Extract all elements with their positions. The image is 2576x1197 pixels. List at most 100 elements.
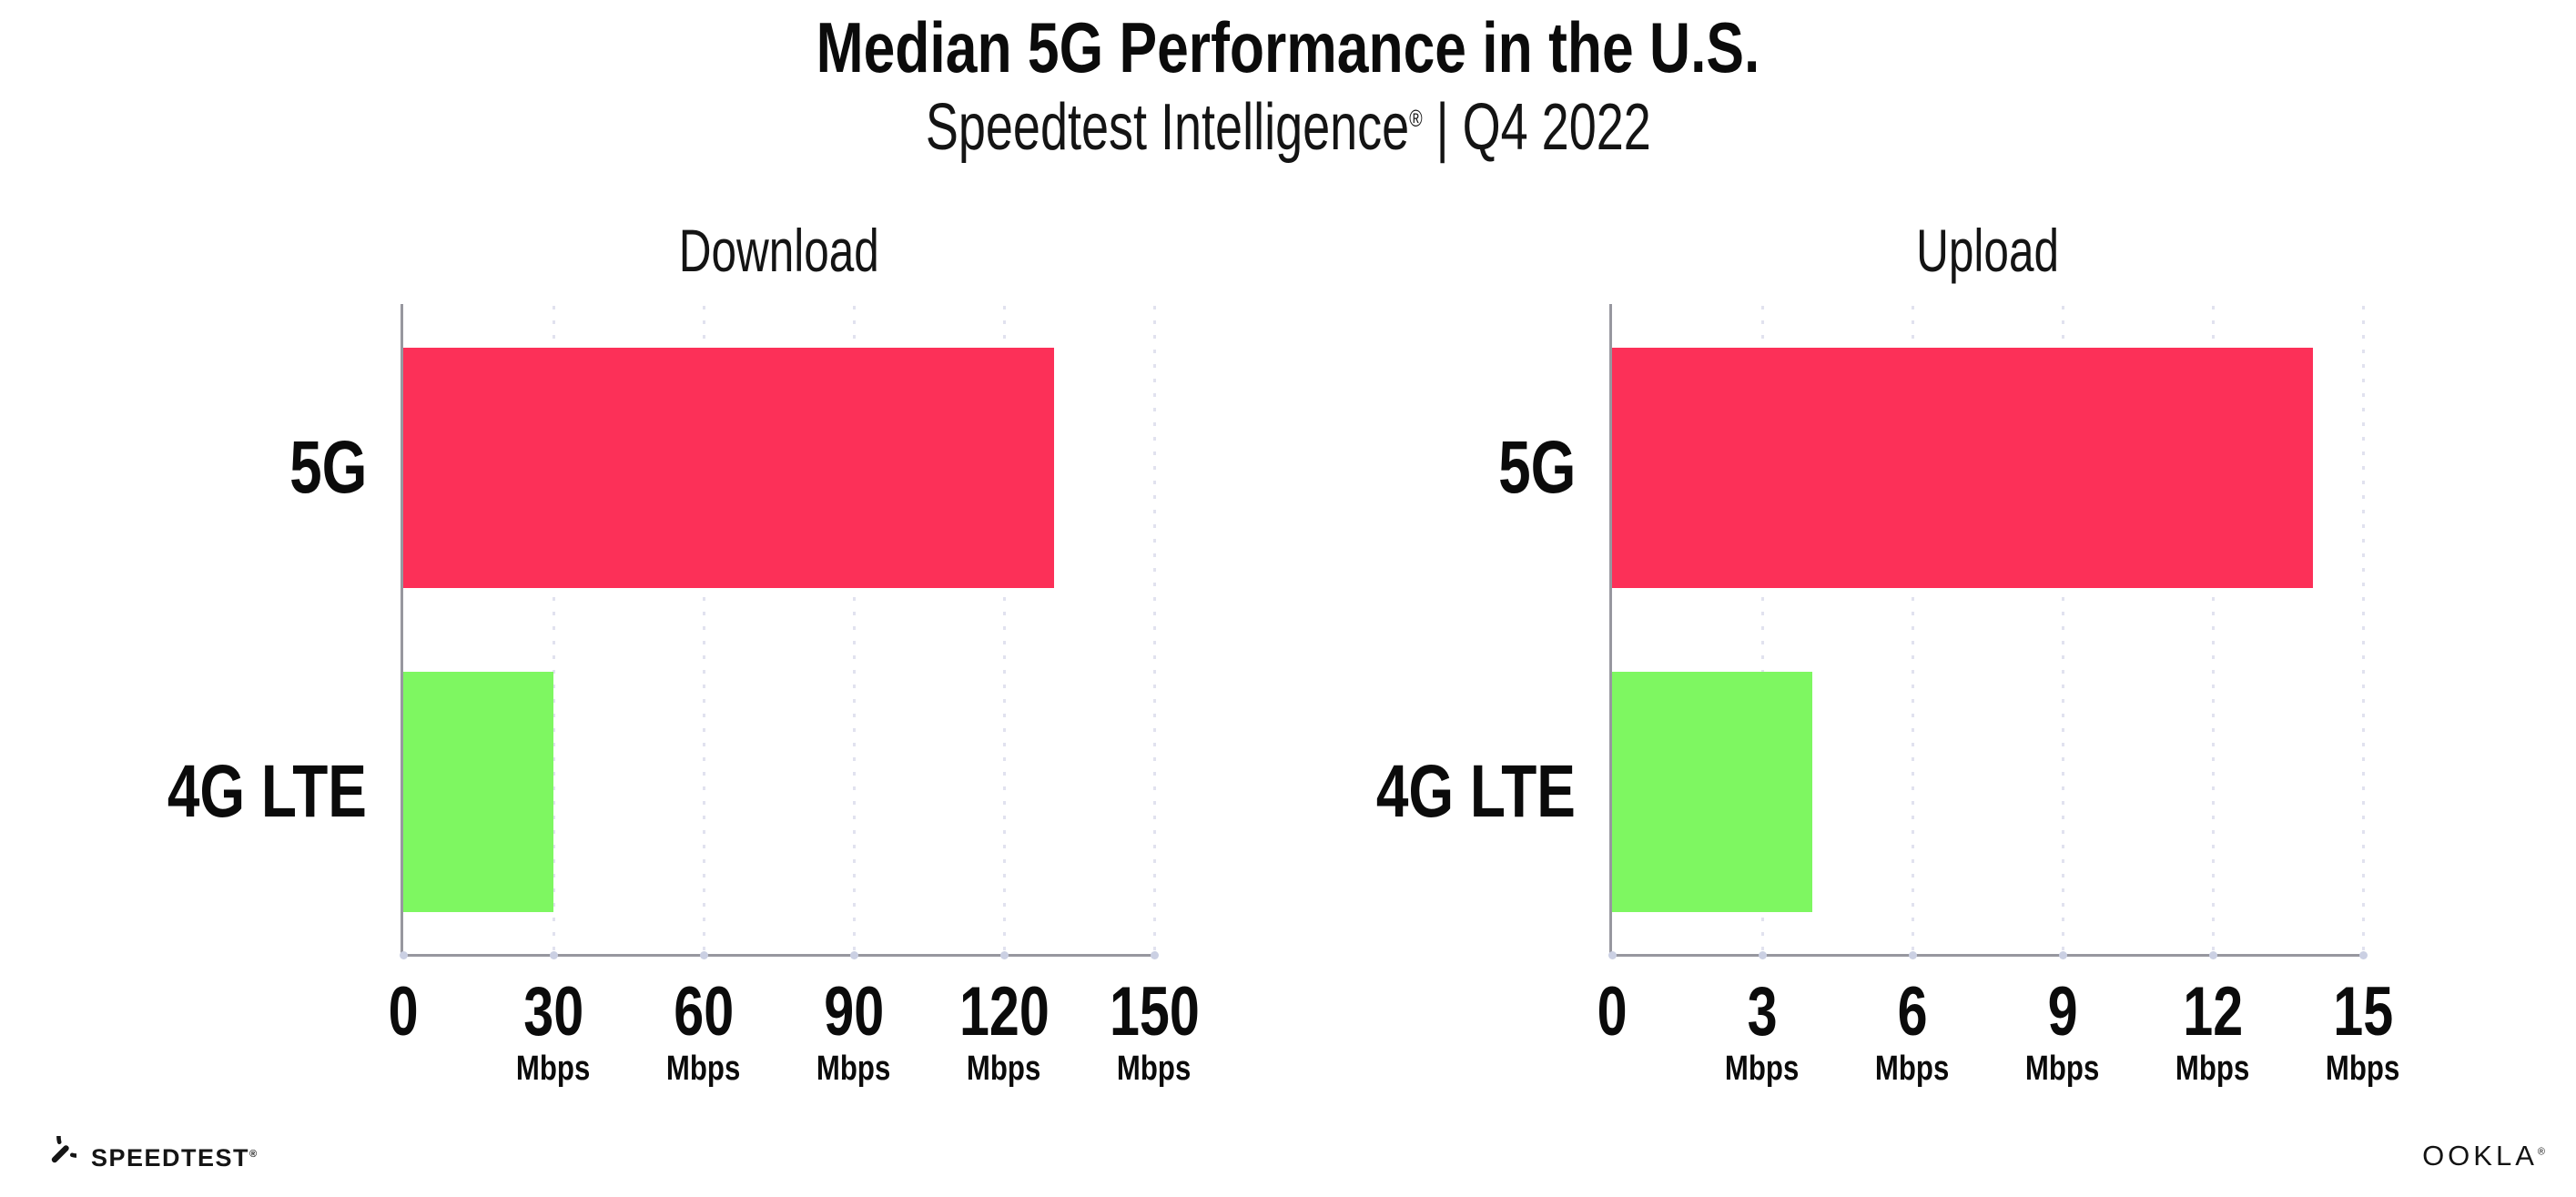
x-tick-label-9-text: 9 <box>2047 973 2078 1050</box>
x-tick-label-0-text: 0 <box>1597 973 1628 1050</box>
gridline-15 <box>2361 306 2365 954</box>
x-tick-label-0: 0 <box>1476 976 1749 1049</box>
x-tick-unit-12-text: Mbps <box>2175 1050 2250 1088</box>
gridline-6 <box>1911 306 1914 954</box>
page-subtitle: Speedtest Intelligence® | Q4 2022 <box>378 89 2198 166</box>
x-tick-label-12-text: 12 <box>2183 973 2243 1050</box>
speedtest-registered-icon: ® <box>249 1148 259 1160</box>
x-tick-unit-9: Mbps <box>1926 1049 2199 1089</box>
speedtest-label: SPEEDTEST <box>91 1143 250 1172</box>
x-tick-label-150: 150 <box>1018 976 1291 1049</box>
x-tick-unit-150-text: Mbps <box>1117 1050 1192 1088</box>
x-tick-unit-15-text: Mbps <box>2326 1050 2400 1088</box>
speedtest-logo: SPEEDTEST® <box>33 1135 259 1181</box>
category-label-5g-text: 5G <box>1497 426 1576 509</box>
x-tick-label-6: 6 <box>1776 976 2049 1049</box>
x-tick-label-6-text: 6 <box>1897 973 1928 1050</box>
x-tick-unit-120: Mbps <box>867 1049 1141 1089</box>
gridline-30 <box>552 306 555 954</box>
axis-tick-dot-120 <box>999 951 1009 959</box>
bar-5g-download <box>403 348 1054 588</box>
x-tick-label-120: 120 <box>867 976 1141 1049</box>
chart-title-download-text: Download <box>678 217 879 284</box>
x-tick-unit-30-text: Mbps <box>516 1050 591 1088</box>
category-label-4g-lte-text: 4G LTE <box>167 750 367 833</box>
gridline-90 <box>852 306 856 954</box>
gridline-9 <box>2061 306 2064 954</box>
y-axis-line <box>401 304 403 957</box>
axis-tick-dot-12 <box>2208 951 2217 959</box>
x-tick-unit-150: Mbps <box>1018 1049 1291 1089</box>
axis-tick-dot-0 <box>399 951 408 959</box>
x-tick-label-30-text: 30 <box>523 973 583 1050</box>
category-label-5g-text: 5G <box>289 426 367 509</box>
x-tick-label-15-text: 15 <box>2333 973 2393 1050</box>
x-tick-unit-120-text: Mbps <box>967 1050 1041 1088</box>
bar-4g-lte-upload <box>1612 672 1812 912</box>
x-tick-label-90-text: 90 <box>824 973 884 1050</box>
x-tick-label-60: 60 <box>567 976 840 1049</box>
axis-tick-dot-150 <box>1150 951 1159 959</box>
subtitle-period: | Q4 2022 <box>1422 91 1651 164</box>
page-title: Median 5G Performance in the U.S. <box>378 9 2198 86</box>
x-tick-unit-3: Mbps <box>1626 1049 1899 1089</box>
category-label-4g-lte: 4G LTE <box>0 754 367 830</box>
x-tick-unit-60-text: Mbps <box>666 1050 741 1088</box>
category-label-5g: 5G <box>0 430 367 506</box>
gridline-60 <box>702 306 705 954</box>
x-tick-unit-15: Mbps <box>2226 1049 2500 1089</box>
x-tick-unit-90: Mbps <box>717 1049 990 1089</box>
gridline-150 <box>1152 306 1156 954</box>
bar-4g-lte-download <box>403 672 553 912</box>
gridline-3 <box>1760 306 1764 954</box>
x-axis-line <box>1609 954 2366 957</box>
ookla-registered-icon: ® <box>2537 1146 2545 1158</box>
x-tick-unit-3-text: Mbps <box>1725 1050 1800 1088</box>
axis-tick-dot-15 <box>2358 951 2368 959</box>
ookla-logo: OOKLA® <box>2422 1140 2545 1172</box>
x-tick-label-60-text: 60 <box>674 973 734 1050</box>
gridline-120 <box>1002 306 1006 954</box>
x-tick-label-12: 12 <box>2076 976 2349 1049</box>
x-tick-label-90: 90 <box>717 976 990 1049</box>
x-tick-unit-6: Mbps <box>1776 1049 2049 1089</box>
x-tick-label-3-text: 3 <box>1747 973 1778 1050</box>
axis-tick-dot-0 <box>1607 951 1617 959</box>
subtitle-brand: Speedtest Intelligence <box>925 91 1409 164</box>
chart-title-upload: Upload <box>1533 218 2443 282</box>
speedtest-gauge-icon <box>51 1136 76 1163</box>
y-axis-line <box>1609 304 1612 957</box>
x-axis-line <box>401 954 1157 957</box>
gridline-12 <box>2211 306 2215 954</box>
x-tick-label-0: 0 <box>267 976 540 1049</box>
x-tick-label-30: 30 <box>417 976 690 1049</box>
axis-tick-dot-3 <box>1758 951 1767 959</box>
category-label-5g: 5G <box>1157 430 1576 506</box>
x-tick-unit-60: Mbps <box>567 1049 840 1089</box>
chart-title-download: Download <box>324 218 1234 282</box>
x-tick-unit-9-text: Mbps <box>2025 1050 2100 1088</box>
axis-tick-dot-30 <box>549 951 558 959</box>
x-tick-unit-30: Mbps <box>417 1049 690 1089</box>
page-title-text: Median 5G Performance in the U.S. <box>816 7 1760 87</box>
category-label-4g-lte-text: 4G LTE <box>1375 750 1576 833</box>
x-tick-label-3: 3 <box>1626 976 1899 1049</box>
x-tick-unit-90-text: Mbps <box>816 1050 891 1088</box>
axis-tick-dot-60 <box>699 951 708 959</box>
registered-mark-icon: ® <box>1408 105 1423 132</box>
category-label-4g-lte: 4G LTE <box>1157 754 1576 830</box>
x-tick-label-15: 15 <box>2226 976 2500 1049</box>
x-tick-label-9: 9 <box>1926 976 2199 1049</box>
bar-5g-upload <box>1612 348 2313 588</box>
axis-tick-dot-90 <box>849 951 858 959</box>
axis-tick-dot-6 <box>1908 951 1917 959</box>
axis-tick-dot-9 <box>2058 951 2067 959</box>
x-tick-unit-12: Mbps <box>2076 1049 2349 1089</box>
ookla-label: OOKLA <box>2422 1140 2538 1172</box>
x-tick-label-0-text: 0 <box>388 973 419 1050</box>
x-tick-label-150-text: 150 <box>1109 973 1200 1050</box>
x-tick-unit-6-text: Mbps <box>1875 1050 1950 1088</box>
x-tick-label-120-text: 120 <box>958 973 1050 1050</box>
chart-title-upload-text: Upload <box>1916 217 2059 284</box>
